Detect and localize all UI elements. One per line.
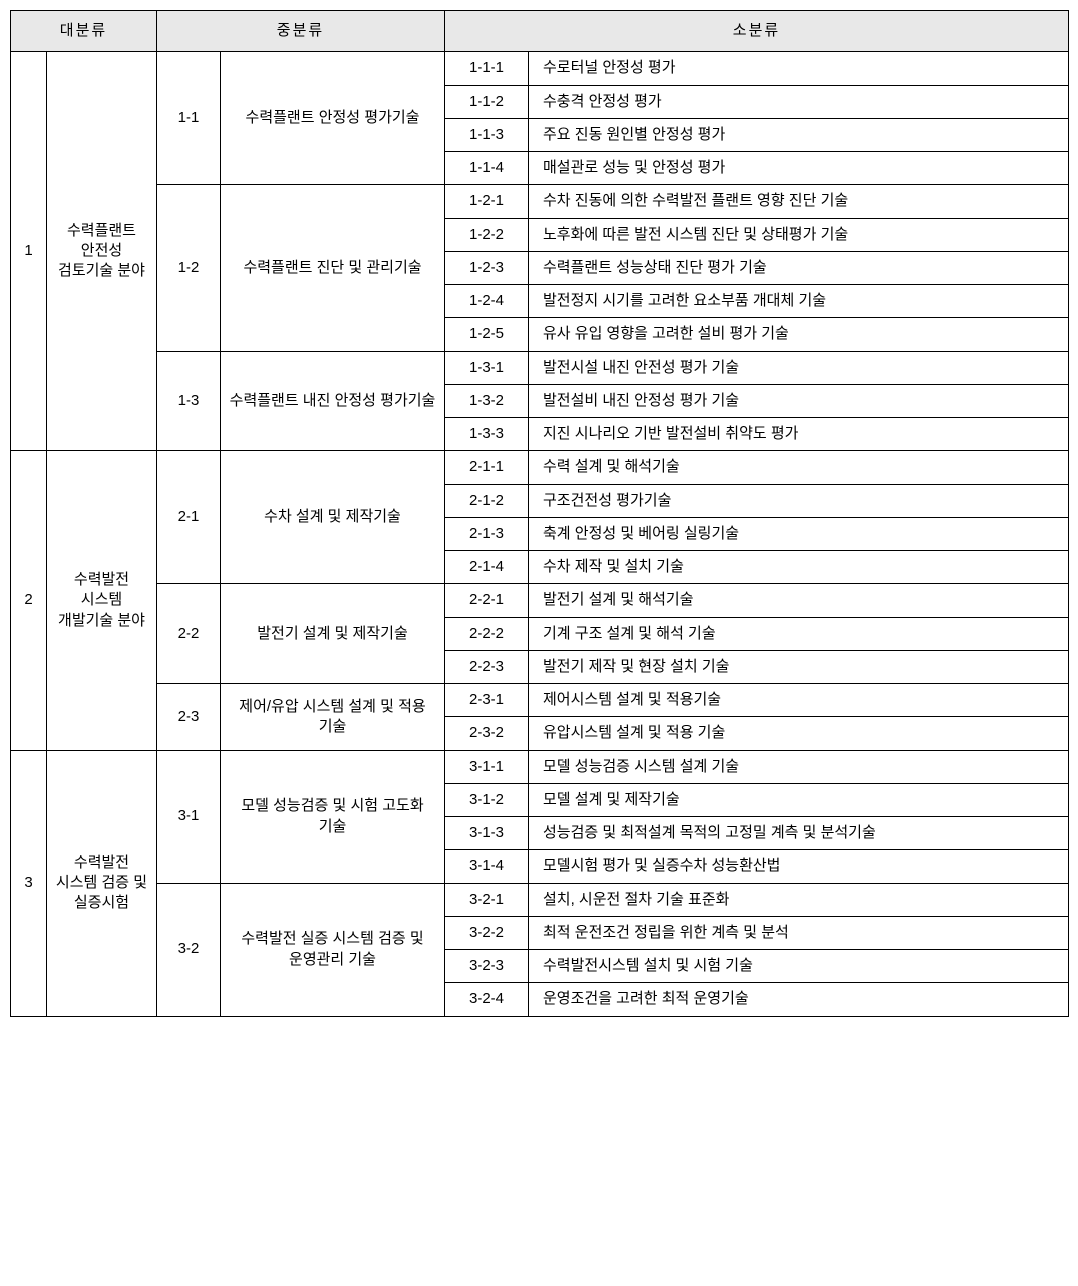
sub-num: 3-2-3: [445, 950, 529, 983]
sub-label: 수충격 안정성 평가: [529, 85, 1069, 118]
sub-label: 발전시설 내진 안전성 평가 기술: [529, 351, 1069, 384]
sub-label: 모델 설계 및 제작기술: [529, 783, 1069, 816]
middle-num: 2-1: [157, 451, 221, 584]
middle-label: 제어/유압 시스템 설계 및 적용 기술: [221, 684, 445, 751]
sub-num: 3-1-2: [445, 783, 529, 816]
sub-label: 지진 시나리오 기반 발전설비 취약도 평가: [529, 418, 1069, 451]
sub-num: 1-2-3: [445, 251, 529, 284]
table-row: 3수력발전 시스템 검증 및 실증시험3-1모델 성능검증 및 시험 고도화 기…: [11, 750, 1069, 783]
table-body: 1수력플랜트 안전성 검토기술 분야1-1수력플랜트 안정성 평가기술1-1-1…: [11, 52, 1069, 1016]
header-sub: 소분류: [445, 11, 1069, 52]
major-label: 수력발전 시스템 검증 및 실증시험: [47, 750, 157, 1016]
classification-table: 대분류 중분류 소분류 1수력플랜트 안전성 검토기술 분야1-1수력플랜트 안…: [10, 10, 1069, 1017]
sub-label: 모델 성능검증 시스템 설계 기술: [529, 750, 1069, 783]
sub-label: 발전기 설계 및 해석기술: [529, 584, 1069, 617]
sub-label: 운영조건을 고려한 최적 운영기술: [529, 983, 1069, 1016]
sub-label: 수력플랜트 성능상태 진단 평가 기술: [529, 251, 1069, 284]
sub-num: 1-3-1: [445, 351, 529, 384]
sub-label: 수력발전시스템 설치 및 시험 기술: [529, 950, 1069, 983]
sub-label: 발전정지 시기를 고려한 요소부품 개대체 기술: [529, 285, 1069, 318]
sub-num: 3-2-4: [445, 983, 529, 1016]
sub-label: 최적 운전조건 정립을 위한 계측 및 분석: [529, 916, 1069, 949]
major-num: 2: [11, 451, 47, 750]
middle-num: 1-2: [157, 185, 221, 351]
sub-num: 1-3-3: [445, 418, 529, 451]
sub-label: 매설관로 성능 및 안정성 평가: [529, 152, 1069, 185]
table-header-row: 대분류 중분류 소분류: [11, 11, 1069, 52]
sub-num: 2-1-1: [445, 451, 529, 484]
sub-num: 3-1-3: [445, 817, 529, 850]
middle-label: 수력플랜트 내진 안정성 평가기술: [221, 351, 445, 451]
header-major: 대분류: [11, 11, 157, 52]
sub-num: 1-2-5: [445, 318, 529, 351]
sub-label: 유사 유입 영향을 고려한 설비 평가 기술: [529, 318, 1069, 351]
table-row: 2수력발전 시스템 개발기술 분야2-1수차 설계 및 제작기술2-1-1수력 …: [11, 451, 1069, 484]
middle-label: 수력플랜트 안정성 평가기술: [221, 52, 445, 185]
middle-num: 2-2: [157, 584, 221, 684]
sub-label: 수로터널 안정성 평가: [529, 52, 1069, 85]
sub-num: 2-3-2: [445, 717, 529, 750]
table-row: 2-3제어/유압 시스템 설계 및 적용 기술2-3-1제어시스템 설계 및 적…: [11, 684, 1069, 717]
major-label: 수력발전 시스템 개발기술 분야: [47, 451, 157, 750]
middle-label: 발전기 설계 및 제작기술: [221, 584, 445, 684]
middle-label: 수력발전 실증 시스템 검증 및 운영관리 기술: [221, 883, 445, 1016]
sub-label: 수력 설계 및 해석기술: [529, 451, 1069, 484]
sub-label: 축계 안정성 및 베어링 실링기술: [529, 517, 1069, 550]
sub-num: 1-2-2: [445, 218, 529, 251]
sub-num: 2-1-3: [445, 517, 529, 550]
header-middle: 중분류: [157, 11, 445, 52]
table-row: 3-2수력발전 실증 시스템 검증 및 운영관리 기술3-2-1설치, 시운전 …: [11, 883, 1069, 916]
sub-num: 2-1-4: [445, 551, 529, 584]
sub-label: 설치, 시운전 절차 기술 표준화: [529, 883, 1069, 916]
sub-label: 기계 구조 설계 및 해석 기술: [529, 617, 1069, 650]
middle-label: 수차 설계 및 제작기술: [221, 451, 445, 584]
table-row: 1-3수력플랜트 내진 안정성 평가기술1-3-1발전시설 내진 안전성 평가 …: [11, 351, 1069, 384]
sub-label: 노후화에 따른 발전 시스템 진단 및 상태평가 기술: [529, 218, 1069, 251]
middle-label: 모델 성능검증 및 시험 고도화 기술: [221, 750, 445, 883]
sub-num: 3-2-2: [445, 916, 529, 949]
sub-label: 발전설비 내진 안정성 평가 기술: [529, 384, 1069, 417]
major-num: 1: [11, 52, 47, 451]
major-num: 3: [11, 750, 47, 1016]
sub-num: 2-2-2: [445, 617, 529, 650]
sub-num: 3-2-1: [445, 883, 529, 916]
table-row: 1수력플랜트 안전성 검토기술 분야1-1수력플랜트 안정성 평가기술1-1-1…: [11, 52, 1069, 85]
sub-num: 1-1-3: [445, 118, 529, 151]
sub-label: 수차 진동에 의한 수력발전 플랜트 영향 진단 기술: [529, 185, 1069, 218]
middle-num: 2-3: [157, 684, 221, 751]
table-row: 2-2발전기 설계 및 제작기술2-2-1발전기 설계 및 해석기술: [11, 584, 1069, 617]
sub-num: 1-1-1: [445, 52, 529, 85]
sub-num: 3-1-1: [445, 750, 529, 783]
middle-num: 1-3: [157, 351, 221, 451]
middle-num: 3-2: [157, 883, 221, 1016]
sub-num: 1-1-4: [445, 152, 529, 185]
sub-num: 2-3-1: [445, 684, 529, 717]
sub-label: 구조건전성 평가기술: [529, 484, 1069, 517]
middle-num: 3-1: [157, 750, 221, 883]
sub-label: 발전기 제작 및 현장 설치 기술: [529, 650, 1069, 683]
sub-num: 1-2-1: [445, 185, 529, 218]
sub-num: 3-1-4: [445, 850, 529, 883]
sub-num: 1-2-4: [445, 285, 529, 318]
sub-num: 1-3-2: [445, 384, 529, 417]
sub-label: 성능검증 및 최적설계 목적의 고정밀 계측 및 분석기술: [529, 817, 1069, 850]
sub-num: 1-1-2: [445, 85, 529, 118]
sub-label: 제어시스템 설계 및 적용기술: [529, 684, 1069, 717]
sub-num: 2-2-3: [445, 650, 529, 683]
sub-label: 유압시스템 설계 및 적용 기술: [529, 717, 1069, 750]
sub-num: 2-1-2: [445, 484, 529, 517]
sub-label: 모델시험 평가 및 실증수차 성능환산법: [529, 850, 1069, 883]
table-row: 1-2수력플랜트 진단 및 관리기술1-2-1수차 진동에 의한 수력발전 플랜…: [11, 185, 1069, 218]
middle-num: 1-1: [157, 52, 221, 185]
major-label: 수력플랜트 안전성 검토기술 분야: [47, 52, 157, 451]
sub-label: 주요 진동 원인별 안정성 평가: [529, 118, 1069, 151]
middle-label: 수력플랜트 진단 및 관리기술: [221, 185, 445, 351]
sub-num: 2-2-1: [445, 584, 529, 617]
sub-label: 수차 제작 및 설치 기술: [529, 551, 1069, 584]
